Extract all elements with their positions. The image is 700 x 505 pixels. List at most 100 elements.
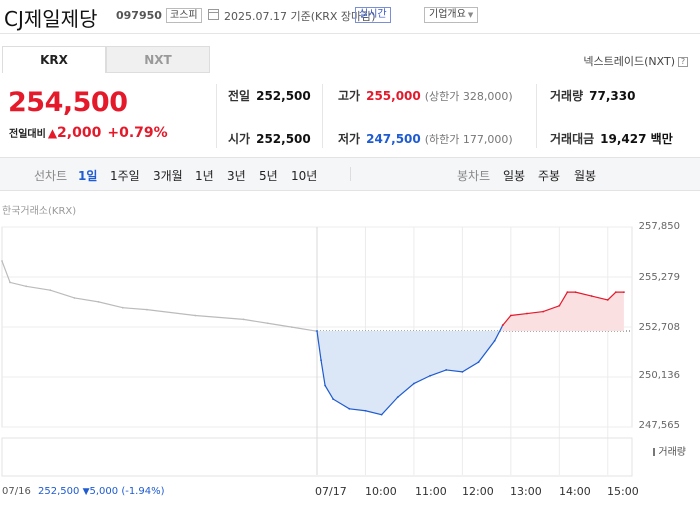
price-point <box>73 297 76 299</box>
stat-volume: 거래량 77,330 <box>550 87 635 104</box>
controls-divider <box>350 167 351 181</box>
change-value: 2,000 <box>57 125 102 141</box>
change-percent: +0.79% <box>107 125 168 141</box>
period-3m[interactable]: 3개월 <box>153 169 183 183</box>
price-change: 전일대비 ▲2,000 +0.79% <box>9 125 168 141</box>
x-tick-label: 07/17 <box>315 485 347 498</box>
period-3y[interactable]: 3년 <box>227 169 246 183</box>
price-point <box>461 370 464 373</box>
period-5y[interactable]: 5년 <box>259 169 278 183</box>
price-point <box>574 291 577 294</box>
price-point <box>266 322 269 325</box>
price-point <box>590 295 593 297</box>
price-point <box>445 369 448 371</box>
triangle-down-icon: ▼ <box>82 487 90 497</box>
price-point <box>320 359 322 362</box>
price-point <box>566 291 569 294</box>
price-point <box>97 300 100 303</box>
candle-daily[interactable]: 일봉 <box>503 169 526 183</box>
price-point <box>242 318 245 321</box>
price-point <box>9 281 11 284</box>
chevron-down-icon: ▼ <box>467 11 474 19</box>
stat-value: 77,330 <box>589 89 636 103</box>
stat-label: 전일 <box>228 89 251 103</box>
tab-krx[interactable]: KRX <box>2 46 106 73</box>
stock-name[interactable]: CJ제일제당 <box>4 7 98 31</box>
y-tick-label: 250,136 <box>638 370 680 381</box>
price-point <box>121 306 124 309</box>
price-point <box>526 312 528 315</box>
x-tick-label: 11:00 <box>415 485 447 498</box>
chart-controls: 선차트 1일 1주일 3개월 1년 3년 5년 10년 봉차트 일봉 주봉 월봉 <box>0 157 700 191</box>
volume-legend: 거래량 <box>653 443 686 458</box>
price-point <box>413 382 415 385</box>
intraday-up-line-fill <box>502 292 624 332</box>
corp-overview-dropdown[interactable]: 기업개요 ▼ <box>424 7 479 23</box>
stat-label: 거래대금 <box>550 132 595 146</box>
price-point <box>493 339 496 342</box>
period-1y[interactable]: 1년 <box>195 169 214 183</box>
price-point <box>501 324 504 327</box>
y-tick-label: 247,565 <box>638 420 680 431</box>
price-point <box>25 285 28 288</box>
legend-change-pct: (-1.94%) <box>121 486 165 497</box>
stat-low: 저가 247,500 (하한가 177,000) <box>338 130 513 147</box>
x-tick-label: 12:00 <box>462 485 494 498</box>
x-tick-label: 14:00 <box>559 485 591 498</box>
stat-value: 247,500 <box>366 132 421 146</box>
price-point <box>477 361 480 364</box>
realtime-button[interactable]: 실시간 <box>355 7 391 23</box>
prev-day-legend: 07/16 252,500 ▼5,000 (-1.94%) <box>2 486 165 497</box>
stat-value: 252,500 <box>256 89 311 103</box>
tab-nxt[interactable]: NXT <box>106 46 210 73</box>
y-tick-label: 255,279 <box>638 272 680 283</box>
data-source: 한국거래소(KRX) <box>2 206 77 217</box>
line-chart-label: 선차트 <box>34 169 68 183</box>
price-point <box>364 409 367 412</box>
stat-amount: 거래대금 19,427 백만 <box>550 130 673 147</box>
market-badge: 코스피 <box>166 8 202 23</box>
price-point <box>348 407 351 410</box>
stats-divider <box>322 84 323 148</box>
price-point <box>558 304 561 307</box>
triangle-up-icon: ▲ <box>47 126 58 140</box>
period-1w[interactable]: 1주일 <box>110 169 140 183</box>
intraday-down-line-fill <box>317 325 503 415</box>
stock-header: CJ제일제당 097950 코스피 2025.07.17 기준(KRX 장마감)… <box>0 0 700 32</box>
price-point <box>396 396 399 399</box>
nextrade-link[interactable]: 넥스트레이드(NXT)? <box>583 53 688 69</box>
candle-monthly[interactable]: 월봉 <box>574 169 597 183</box>
stat-label: 고가 <box>338 89 361 103</box>
price-point <box>332 398 335 400</box>
price-point <box>429 374 431 377</box>
period-1d[interactable]: 1일 <box>78 169 98 183</box>
price-point <box>49 289 52 292</box>
period-10y[interactable]: 10년 <box>291 169 318 183</box>
stock-code: 097950 <box>116 9 162 22</box>
calendar-icon <box>208 9 219 20</box>
legend-change: 5,000 <box>89 486 119 497</box>
price-point <box>324 384 326 387</box>
price-point <box>606 299 609 301</box>
header-divider <box>0 33 700 34</box>
reference-date: 2025.07.17 기준(KRX 장마감) <box>224 10 376 23</box>
price-point <box>194 314 197 317</box>
legend-close: 252,500 <box>38 486 80 497</box>
x-tick-label: 10:00 <box>365 485 397 498</box>
help-icon[interactable]: ? <box>678 57 688 67</box>
stat-prev-close: 전일 252,500 <box>228 87 311 104</box>
price-point <box>290 326 293 329</box>
x-tick-label: 15:00 <box>607 485 639 498</box>
stat-value: 255,000 <box>366 89 421 103</box>
price-point <box>542 310 545 313</box>
stat-sub: (하한가 177,000) <box>424 133 513 146</box>
stat-label: 저가 <box>338 132 361 146</box>
nextrade-link-label: 넥스트레이드(NXT) <box>583 55 675 68</box>
stat-label: 시가 <box>228 132 251 146</box>
x-tick-label: 13:00 <box>510 485 542 498</box>
y-tick-label: 252,708 <box>638 322 680 333</box>
stats-divider <box>216 84 217 148</box>
prev-day-price-line <box>1 260 317 332</box>
candle-weekly[interactable]: 주봉 <box>538 169 561 183</box>
